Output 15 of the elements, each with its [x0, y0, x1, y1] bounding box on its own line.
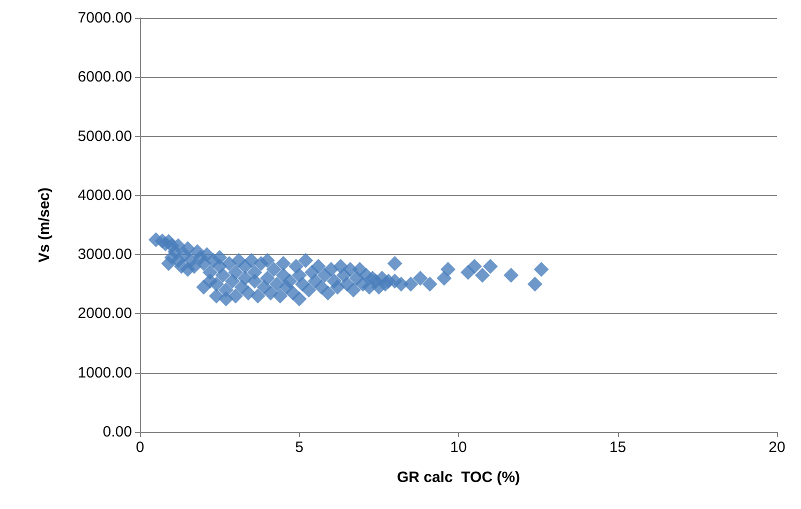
x-tick-label: 10 [450, 439, 467, 456]
y-tick-label: 0.00 [102, 424, 132, 440]
x-tick-label: 15 [609, 439, 626, 456]
y-tick-label: 4000.00 [78, 186, 132, 204]
y-tick-label: 7000.00 [78, 10, 132, 26]
y-tick-label: 6000.00 [78, 68, 132, 86]
x-tick-label: 5 [295, 439, 304, 456]
y-axis-title: Vs (m/sec) [36, 187, 53, 263]
x-tick-label: 0 [136, 439, 144, 456]
y-tick-label: 1000.00 [78, 364, 132, 382]
y-tick-label: 5000.00 [78, 128, 132, 145]
x-axis-title: GR calc TOC (%) [396, 469, 520, 486]
x-tick-label: 20 [768, 439, 786, 456]
y-tick-label: 2000.00 [78, 305, 132, 322]
y-tick-label: 3000.00 [78, 246, 132, 264]
